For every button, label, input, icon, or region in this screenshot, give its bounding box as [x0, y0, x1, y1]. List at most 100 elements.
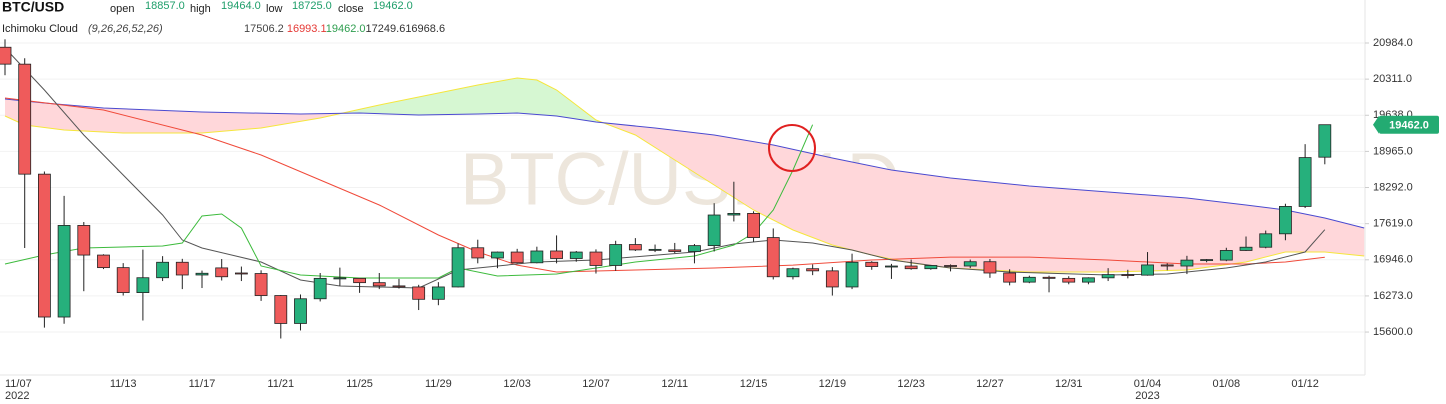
candle-body — [38, 173, 51, 318]
candle-body — [156, 261, 169, 279]
candle-body — [353, 277, 366, 284]
ohlc-name: high — [190, 3, 211, 15]
candle-body — [18, 63, 32, 175]
candle-body — [904, 265, 918, 270]
x-tick-label: 12/19 — [819, 378, 847, 390]
x-tick-label: 11/21 — [267, 378, 294, 390]
candle-body — [1042, 276, 1056, 279]
candle-body — [97, 254, 110, 269]
x-tick-label: 12/07 — [582, 378, 610, 390]
cloud — [5, 78, 1365, 273]
y-tick-label: 18965.0 — [1373, 145, 1413, 157]
candle-body — [1279, 206, 1292, 235]
price-badge — [1379, 115, 1439, 134]
ohlc-name: close — [338, 3, 364, 15]
candle-body — [431, 286, 445, 300]
candle-body — [510, 251, 524, 264]
cloud-fill — [601, 122, 1365, 273]
candle-body — [57, 225, 71, 318]
ohlc-value: 19464.0 — [221, 0, 261, 12]
candle-body — [786, 268, 800, 278]
ohlc-value: 18725.0 — [292, 0, 332, 12]
indicator-value: 17506.2 — [244, 23, 284, 35]
x-tick-label: 12/03 — [503, 378, 531, 390]
candle-body — [313, 277, 327, 300]
symbol-title: BTC/USD — [2, 0, 64, 15]
header: open 18857.0 high 19464.0 low 18725.0 close 194… — [110, 0, 413, 15]
ohlc-value: 19462.0 — [373, 0, 413, 12]
candle-body — [845, 261, 859, 288]
x-tick-label: 01/04 — [1134, 378, 1162, 390]
candle-body — [766, 237, 780, 278]
candle-body — [1239, 246, 1253, 251]
candle-body — [1141, 264, 1154, 276]
candle-body — [1298, 157, 1312, 207]
candle-body — [569, 251, 583, 259]
candle-body — [688, 245, 701, 252]
candle-body — [451, 247, 465, 288]
x-tick-label: 01/12 — [1291, 378, 1319, 390]
y-tick-label: 16946.0 — [1373, 254, 1413, 266]
candle-body — [1062, 277, 1076, 283]
candle-body — [944, 265, 957, 267]
price-badge-pointer — [1373, 115, 1379, 134]
candle-body — [825, 270, 839, 288]
x-year-label: 2023 — [1135, 390, 1159, 402]
x-tick-label: 11/25 — [346, 378, 373, 390]
indicator-values: 17506.2 16993.119462.017249.616968.6 — [244, 23, 445, 35]
x-tick-label: 12/11 — [661, 378, 688, 390]
indicator-value: 19462.0 — [326, 23, 366, 35]
candle-body — [372, 282, 386, 287]
candle-body — [274, 295, 288, 324]
ohlc-name: open — [110, 3, 134, 15]
candle-body — [648, 248, 662, 251]
candle-body — [1082, 277, 1095, 283]
candle-body — [806, 268, 820, 272]
candle-body — [333, 277, 347, 280]
candle-body — [412, 286, 426, 300]
candle-body — [727, 213, 741, 216]
candle-body — [215, 267, 229, 278]
candle-body — [983, 261, 997, 274]
x-year-label: 2022 — [5, 390, 29, 402]
candle-body — [0, 46, 12, 65]
candle-body — [1121, 274, 1135, 277]
x-tick-label: 01/08 — [1213, 378, 1241, 390]
candle-body — [77, 225, 91, 256]
x-tick-label: 12/27 — [976, 378, 1004, 390]
candle-body — [609, 244, 623, 266]
candle-body — [136, 277, 150, 293]
y-tick-label: 17619.0 — [1373, 218, 1413, 230]
ohlc-name: low — [266, 3, 283, 15]
cloud-fill — [5, 98, 340, 134]
y-tick-label: 18292.0 — [1373, 181, 1413, 193]
candle-body — [195, 272, 209, 276]
x-tick-label: 12/23 — [897, 378, 925, 390]
indicator-name: Ichimoku Cloud — [2, 23, 78, 35]
candle-body — [530, 250, 544, 264]
candle-body — [924, 265, 938, 270]
tenkan-line — [4, 47, 1326, 289]
span_b-line — [4, 98, 1365, 229]
indicator-value: 16993.1 — [287, 23, 327, 35]
x-tick-label: 11/29 — [425, 378, 452, 390]
axes: 15600.0 16273.0 16946.0 17619.0 18292.0 18965… — [5, 37, 1439, 402]
x-tick-label: 12/31 — [1055, 378, 1083, 390]
indicator-params: (9,26,26,52,26) — [88, 23, 163, 35]
candle-body — [628, 244, 642, 251]
ohlc-value: 18857.0 — [145, 0, 185, 12]
candle-body — [747, 213, 760, 238]
candle-body — [175, 261, 189, 276]
y-tick-label: 20984.0 — [1373, 37, 1413, 49]
candle-body — [471, 247, 485, 259]
indicator-value: 17249.6 — [366, 23, 406, 35]
price-badge-label: 19462.0 — [1389, 120, 1429, 132]
candle-body — [707, 214, 721, 247]
candle-body — [963, 261, 977, 267]
candle-body — [392, 285, 406, 288]
candle-body — [865, 261, 879, 267]
candle-body — [116, 267, 130, 293]
candle-body — [1200, 259, 1214, 261]
x-tick-label: 12/15 — [740, 378, 768, 390]
candle-body — [254, 273, 268, 296]
